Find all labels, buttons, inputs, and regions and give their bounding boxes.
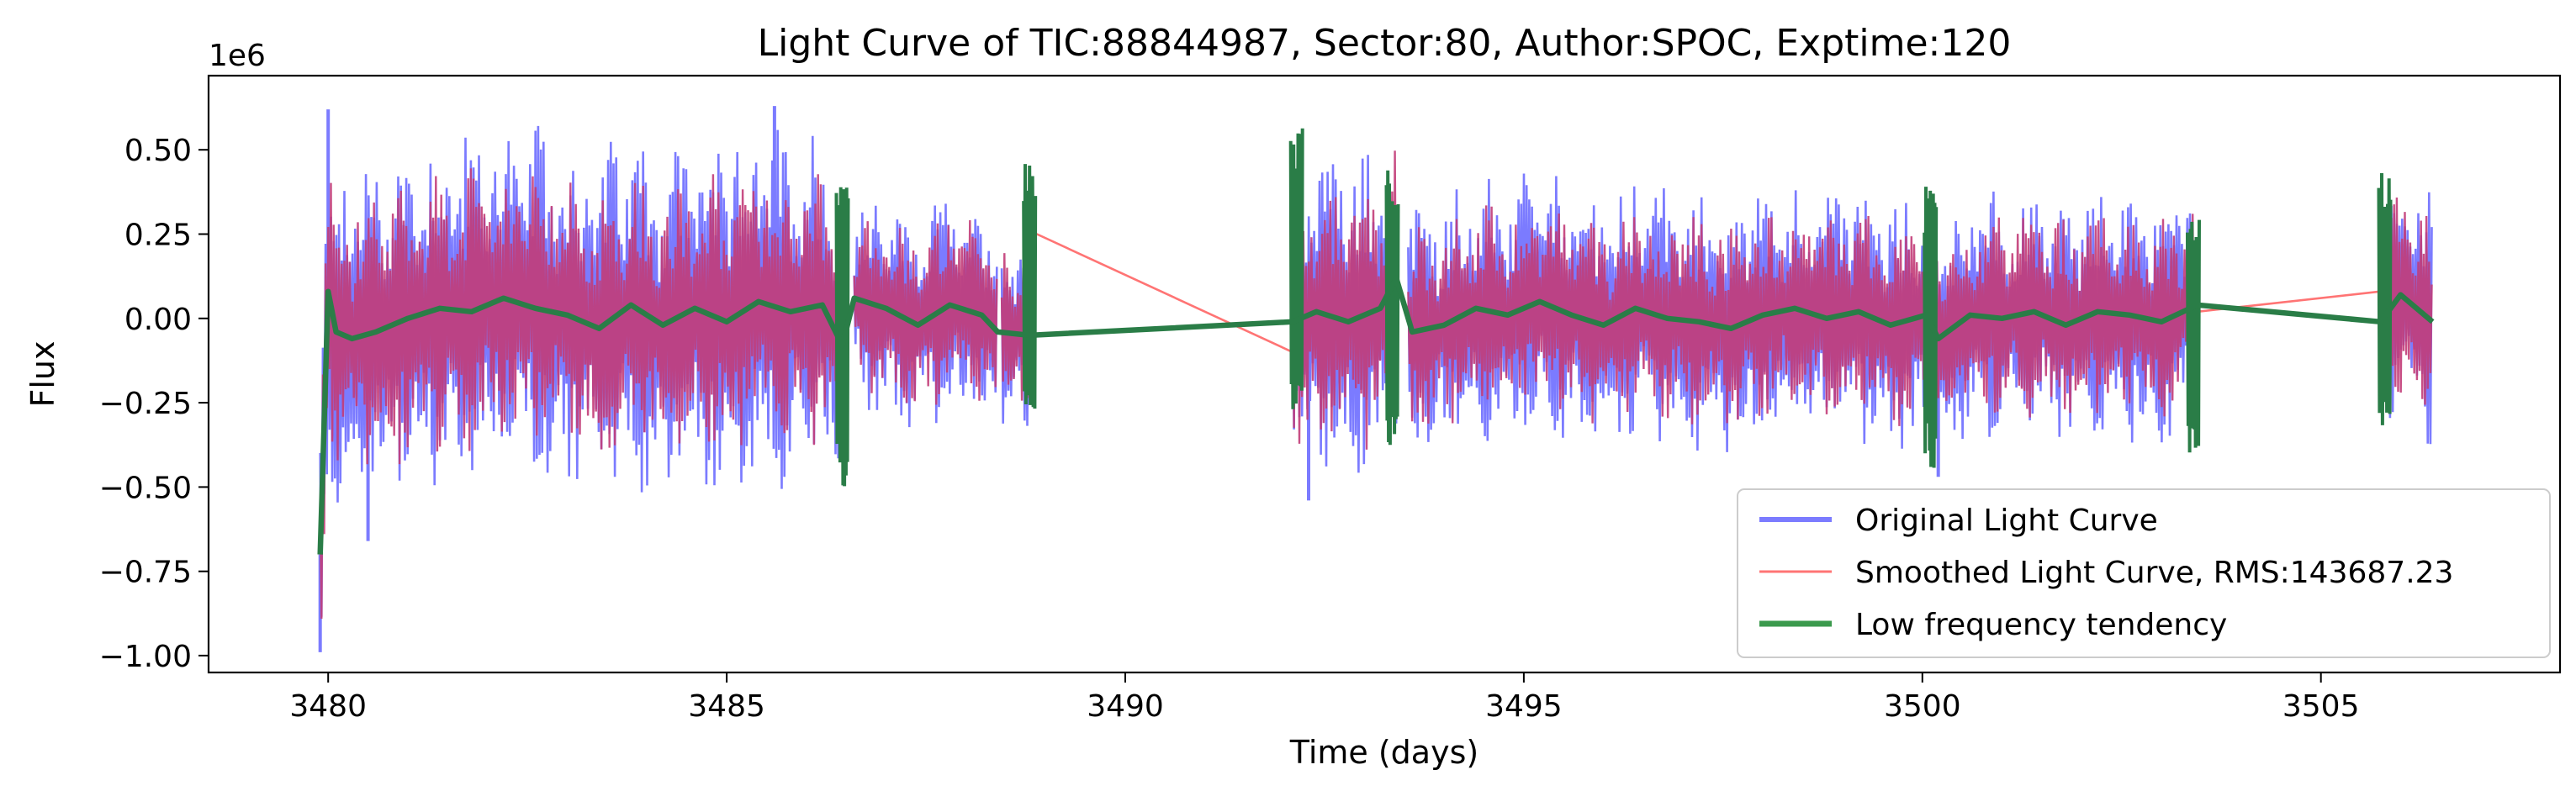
- x-tick-label: 3480: [289, 689, 367, 724]
- legend-label-original: Original Light Curve: [1855, 504, 2158, 538]
- trend-edge-oscillation: [2186, 219, 2201, 453]
- legend: Original Light Curve Smoothed Light Curv…: [1737, 488, 2551, 658]
- trend-edge-oscillation: [1384, 170, 1400, 446]
- y-tick-label: 0.00: [124, 303, 192, 337]
- x-tick-label: 3500: [1884, 689, 1961, 724]
- legend-label-smoothed: Smoothed Light Curve, RMS:143687.23: [1855, 556, 2453, 590]
- smoothed-curve-segment: [319, 168, 844, 620]
- y-tick-label: −1.00: [99, 640, 192, 674]
- plot-frame: [207, 74, 2562, 674]
- series-low-frequency-tendency: [317, 128, 2435, 555]
- legend-frame: [1737, 488, 2551, 658]
- smoothed-gap-line: [1029, 229, 1293, 354]
- plot-area: [317, 106, 2435, 652]
- legend-label-trend: Low frequency tendency: [1855, 608, 2227, 642]
- trend-edge-oscillation: [1022, 164, 1038, 409]
- x-tick-label: 3485: [688, 689, 765, 724]
- smoothed-curve-segment: [1407, 205, 1928, 426]
- y-tick-label: 0.50: [124, 134, 192, 168]
- trend-edge-oscillation: [834, 187, 850, 487]
- y-tick-label: −0.50: [99, 471, 192, 505]
- chart-title: Light Curve of TIC:88844987, Sector:80, …: [758, 22, 2012, 65]
- y-tick-label: −0.25: [99, 387, 192, 421]
- x-tick-label: 3505: [2282, 689, 2360, 724]
- y-tick-label: 0.25: [124, 219, 192, 253]
- x-tick-label: 3490: [1087, 689, 1164, 724]
- x-axis-label: Time (days): [1289, 734, 1478, 771]
- x-tick-label: 3495: [1485, 689, 1563, 724]
- trend-edge-oscillation: [1923, 187, 1939, 468]
- y-tick-label: −0.75: [99, 556, 192, 590]
- x-axis-ticks: 3480 3485 3490 3495 3500 3505: [289, 672, 2360, 724]
- series-smoothed-light-curve: [319, 150, 2433, 620]
- trend-edge-oscillation: [1288, 128, 1304, 409]
- y-axis-offset-label: 1e6: [209, 39, 266, 73]
- trend-line: [317, 275, 2435, 555]
- trend-edge-oscillation: [2377, 172, 2393, 425]
- smoothed-curve-segment: [853, 219, 998, 405]
- y-axis-ticks: 0.50 0.25 0.00 −0.25 −0.50 −0.75 −1.00: [99, 134, 209, 674]
- y-axis-label: Flux: [24, 341, 61, 408]
- smoothed-curve-segment: [1933, 214, 2198, 418]
- smoothed-curve-segment: [1291, 150, 1398, 450]
